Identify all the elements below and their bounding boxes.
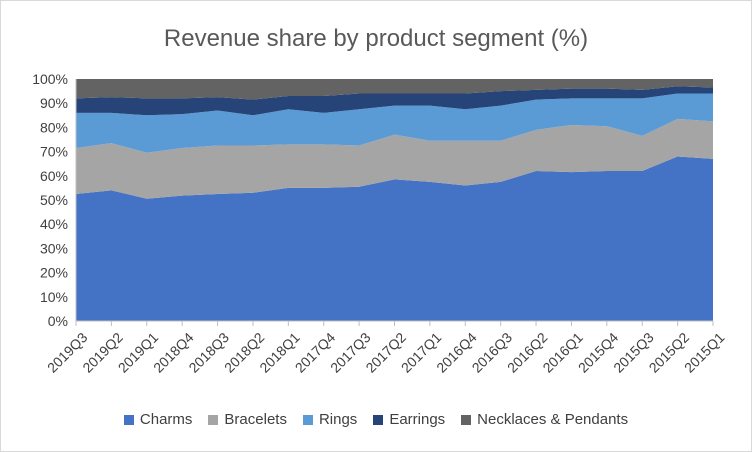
series-area-1 <box>76 118 713 199</box>
y-tick-label: 80% <box>40 119 68 135</box>
chart-title: Revenue share by product segment (%) <box>163 25 589 52</box>
legend-item: Charms <box>123 411 193 428</box>
legend-item: Bracelets <box>208 411 287 428</box>
x-tick-label: 2015Q1 <box>681 329 728 376</box>
y-tick-label: 70% <box>40 144 68 160</box>
x-axis: 2019Q32019Q22019Q12018Q42018Q32018Q22018… <box>44 320 728 376</box>
legend-label: Necklaces & Pendants <box>477 411 629 428</box>
legend-label: Earrings <box>389 411 446 428</box>
y-axis: 0% 10% 20% 30% 40% 50% 60% 70% 80% 90% 100% <box>32 71 77 329</box>
series-area-3 <box>76 86 713 116</box>
legend-swatch <box>123 414 134 425</box>
legend-item: Earrings <box>373 411 445 428</box>
y-tick-label: 30% <box>40 240 68 256</box>
y-tick-label: 90% <box>40 95 68 111</box>
legend-item: Rings <box>302 411 358 428</box>
y-tick-label: 0% <box>48 313 68 329</box>
series-area-4 <box>76 79 713 100</box>
y-tick-label: 60% <box>40 168 68 184</box>
legend-swatch <box>208 414 219 425</box>
legend: Charms Bracelets Rings Earrings Necklaces & … <box>1 411 751 428</box>
y-tick-label: 100% <box>32 71 68 87</box>
legend-label: Charms <box>139 411 193 428</box>
legend-swatch <box>461 414 472 425</box>
legend-item: Necklaces & Pendants <box>461 411 628 428</box>
y-tick-label: 20% <box>40 265 68 281</box>
legend-label: Rings <box>318 411 358 428</box>
y-tick-label: 10% <box>40 289 68 305</box>
series-area-2 <box>76 93 713 153</box>
y-tick-label: 50% <box>40 192 68 208</box>
legend-swatch <box>302 414 313 425</box>
series-areas <box>76 79 713 321</box>
legend-label: Bracelets <box>224 411 287 428</box>
series-area-0 <box>76 156 713 321</box>
legend-swatch <box>373 414 384 425</box>
y-tick-label: 40% <box>40 216 68 232</box>
